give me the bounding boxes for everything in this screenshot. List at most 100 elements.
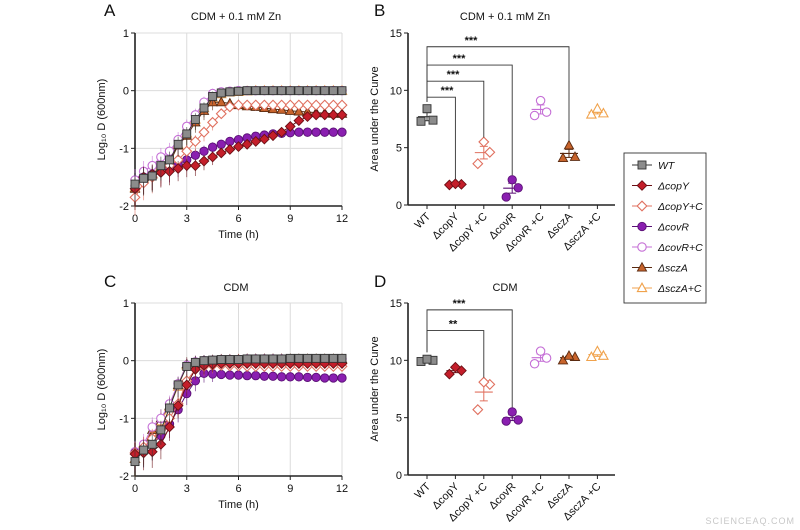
- group-6: [585, 102, 609, 119]
- data-point: [250, 135, 262, 147]
- panel-letter: B: [374, 1, 385, 20]
- data-point: [303, 86, 312, 96]
- data-point: [320, 373, 330, 383]
- significance-stars: ***: [447, 69, 461, 81]
- y-tick-label: -2: [119, 471, 129, 483]
- group-4: [529, 346, 552, 369]
- y-tick-label: 0: [396, 470, 402, 482]
- data-point: [303, 353, 312, 363]
- y-tick-label: 1: [123, 28, 129, 40]
- data-point: [147, 439, 157, 449]
- y-tick-label: 0: [123, 356, 129, 368]
- data-point: [337, 353, 347, 363]
- data-point: [216, 369, 226, 380]
- significance-bracket: ***: [426, 298, 513, 408]
- data-point: [251, 354, 261, 364]
- series-wt: [130, 353, 347, 481]
- data-point: [529, 110, 540, 121]
- panel-b: B CDM + 0.1 mM Zn Area under the Curve 15 10…: [369, 1, 615, 254]
- data-point: [535, 346, 546, 356]
- legend-marker-circle: [637, 242, 647, 252]
- data-point: [147, 171, 157, 181]
- data-point: [277, 86, 287, 96]
- group-2: [472, 136, 496, 170]
- data-point: [311, 372, 321, 383]
- group-5: [557, 350, 581, 365]
- y-tick-label: 0: [123, 86, 129, 98]
- y-tick-label: 5: [396, 413, 402, 425]
- x-tick-label: WT: [413, 480, 434, 501]
- significance-stars: ***: [465, 35, 479, 47]
- data-point: [327, 109, 339, 121]
- panel-letter: C: [104, 272, 116, 291]
- data-point: [294, 372, 304, 382]
- data-point: [293, 99, 305, 111]
- data-point: [130, 179, 140, 189]
- data-point: [328, 373, 339, 383]
- data-point: [182, 361, 192, 371]
- panel-letter: D: [374, 272, 386, 291]
- data-point: [501, 192, 511, 202]
- data-point: [224, 144, 236, 155]
- bracket-line: [426, 46, 570, 141]
- data-point: [216, 139, 226, 149]
- data-point: [276, 372, 287, 382]
- x-tick-label: 3: [184, 483, 190, 495]
- data-point: [268, 86, 278, 96]
- x-tick-label: WT: [413, 210, 434, 231]
- data-point: [472, 404, 484, 416]
- chart-title: CDM + 0.1 mM Zn: [191, 11, 281, 23]
- data-point: [422, 104, 432, 114]
- group-0: [416, 354, 438, 366]
- x-tick-label: 6: [235, 483, 241, 495]
- data-point: [285, 353, 295, 363]
- data-point: [328, 86, 338, 96]
- data-point: [320, 353, 330, 363]
- data-point: [277, 354, 287, 364]
- data-point: [172, 400, 184, 412]
- data-point: [311, 353, 321, 363]
- data-point: [181, 379, 193, 391]
- data-point: [563, 350, 575, 360]
- group-2: [472, 376, 496, 416]
- significance-bracket: ***: [426, 35, 570, 141]
- data-point: [139, 445, 149, 455]
- data-point: [234, 355, 243, 364]
- data-point: [242, 371, 252, 381]
- legend-label: ΔsczA+C: [657, 283, 702, 295]
- legend-marker-diamond: [636, 180, 648, 191]
- data-point: [513, 415, 523, 425]
- x-tick-label: 3: [184, 213, 190, 225]
- group-4: [529, 95, 552, 121]
- x-axis-label: Time (h): [218, 499, 259, 511]
- data-point: [336, 99, 348, 111]
- data-point: [293, 105, 305, 116]
- data-point: [569, 151, 581, 161]
- data-point: [225, 87, 235, 97]
- data-point: [311, 86, 321, 96]
- data-point: [156, 161, 166, 171]
- data-point: [302, 127, 313, 137]
- y-tick-label: -2: [119, 201, 129, 213]
- x-tick-label: 9: [287, 483, 293, 495]
- data-point: [337, 86, 347, 96]
- data-point: [242, 86, 252, 96]
- data-point: [234, 86, 243, 96]
- legend-label: ΔcopY+C: [657, 201, 703, 213]
- data-point: [449, 361, 461, 373]
- data-point: [328, 353, 338, 363]
- data-point: [301, 99, 314, 111]
- data-point: [443, 368, 455, 380]
- data-point: [293, 115, 305, 127]
- y-tick-label: 10: [390, 355, 402, 367]
- data-point: [422, 354, 432, 364]
- legend-marker-circle: [637, 221, 647, 232]
- data-point: [215, 108, 227, 120]
- data-point: [294, 86, 304, 96]
- data-point: [276, 99, 288, 111]
- data-point: [284, 120, 296, 132]
- data-point: [267, 130, 279, 142]
- y-tick-label: 1: [123, 298, 129, 310]
- y-axis-label: Log₁₀ D (600nm): [96, 79, 108, 161]
